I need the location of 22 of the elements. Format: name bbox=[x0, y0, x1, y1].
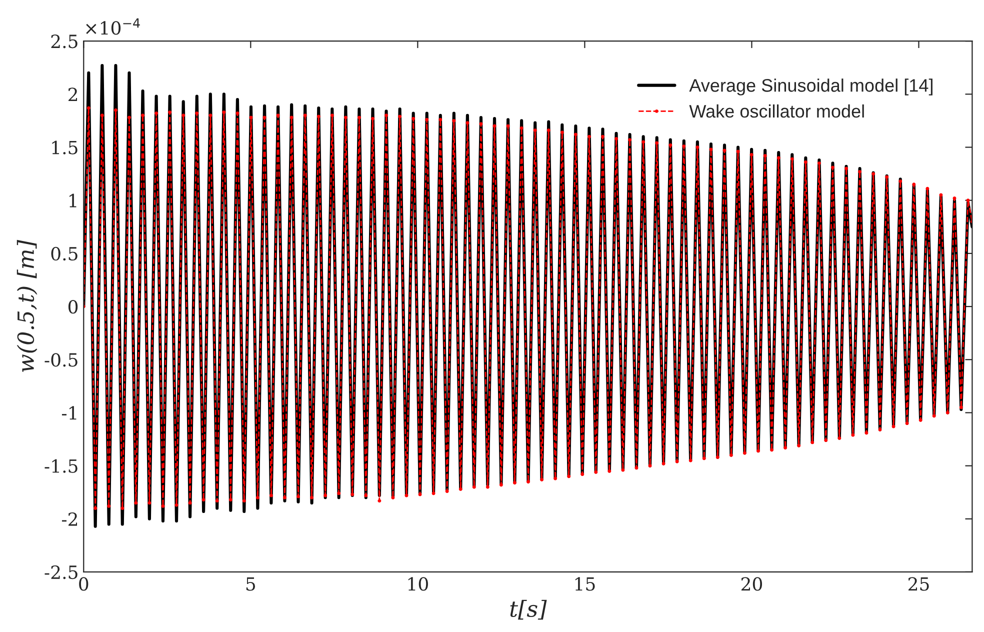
y-tick-label: -1.5 bbox=[44, 459, 78, 473]
y-tick-label: 1 bbox=[69, 194, 76, 208]
legend-label: Average Sinusoidal model [14] bbox=[689, 78, 932, 96]
y-tick-label: 0 bbox=[68, 300, 78, 314]
y-tick-label: 2.5 bbox=[51, 34, 78, 48]
y-tick-label: -1 bbox=[62, 406, 76, 420]
x-axis-title: t[s] bbox=[510, 600, 547, 620]
y-tick-label: -2 bbox=[62, 512, 78, 526]
x-tick-label: 0 bbox=[79, 577, 88, 591]
x-tick-label: 15 bbox=[575, 577, 595, 591]
y-tick-label: 1.5 bbox=[52, 140, 78, 154]
x-tick-label: 5 bbox=[246, 577, 256, 591]
x-tick-label: 10 bbox=[408, 577, 428, 591]
x-tick-label: 25 bbox=[908, 577, 929, 591]
legend-label: Wake oscillator model bbox=[689, 104, 864, 118]
text: ×10$^{−4}$ bbox=[86, 18, 140, 35]
y-tick-label: 2 bbox=[68, 88, 78, 102]
y-axis-title: w(0.5,t) [m] bbox=[16, 240, 38, 372]
y-tick-label: -0.5 bbox=[44, 353, 78, 367]
y-tick-label: 0.5 bbox=[51, 246, 78, 261]
x-tick-label: 20 bbox=[741, 577, 762, 591]
y-tick-label: -2.5 bbox=[44, 565, 78, 580]
